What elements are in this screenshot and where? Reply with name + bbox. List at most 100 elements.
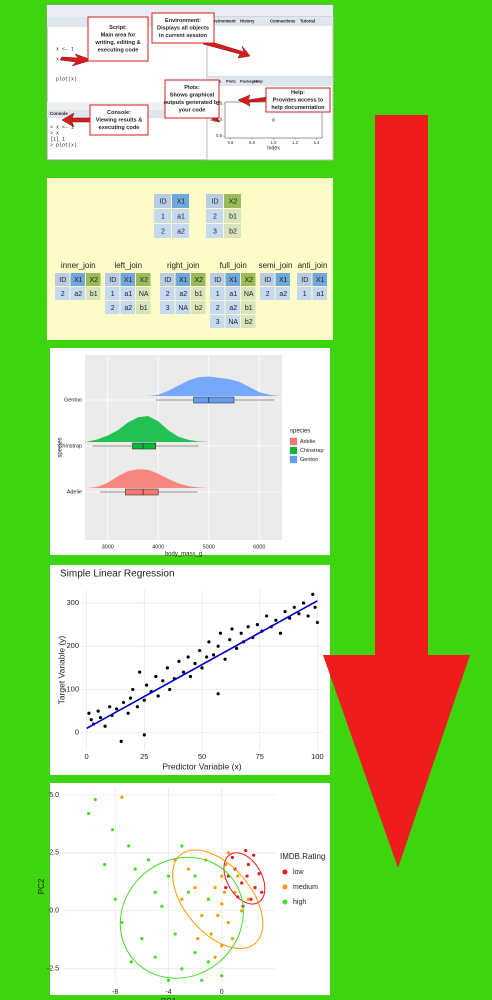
legend-key xyxy=(289,437,298,446)
cell-text: a2 xyxy=(279,291,287,298)
y-tick-label: 0.6 xyxy=(216,133,222,138)
callout-text: Console: xyxy=(107,110,131,116)
point xyxy=(193,886,197,890)
callout-box xyxy=(164,79,220,119)
x-tick-label: 50 xyxy=(198,752,206,761)
cell-text: 1 xyxy=(216,291,220,298)
point xyxy=(306,614,310,618)
cell-text: a1 xyxy=(316,291,324,298)
point xyxy=(166,978,171,982)
cell xyxy=(206,224,223,238)
point xyxy=(228,638,232,642)
cell xyxy=(160,301,175,314)
callout-arrow xyxy=(61,112,91,128)
point xyxy=(165,666,169,670)
header-cell xyxy=(191,273,206,286)
box xyxy=(193,396,235,404)
x-tick-label: 5000 xyxy=(203,544,215,550)
point xyxy=(126,711,130,715)
callout-text: executing code xyxy=(98,48,139,54)
header-text: X2 xyxy=(229,198,238,205)
cell-text: 2 xyxy=(61,291,65,298)
callout-text: Provides access to xyxy=(273,97,324,103)
point xyxy=(115,707,119,711)
plot-tab: Plots xyxy=(226,79,237,84)
cell-text: 1 xyxy=(161,213,165,220)
join-name: anti_join xyxy=(298,261,328,270)
cell xyxy=(105,287,120,300)
point xyxy=(173,932,177,936)
point xyxy=(230,937,234,941)
y-axis-title: x xyxy=(209,118,215,121)
point xyxy=(177,659,181,663)
point xyxy=(311,592,315,596)
point xyxy=(244,848,248,853)
density xyxy=(87,469,280,488)
point xyxy=(113,897,117,901)
cell xyxy=(241,287,256,300)
callout-text: your code xyxy=(179,108,206,114)
callout-text: Help: xyxy=(291,90,305,96)
point xyxy=(87,711,91,715)
point xyxy=(156,694,160,698)
cell-text: b2 xyxy=(245,319,253,326)
legend-label: low xyxy=(293,869,304,876)
header-cell xyxy=(210,273,225,286)
point xyxy=(96,709,100,713)
cell xyxy=(120,287,135,300)
y-axis-title: Target Variable (y) xyxy=(56,635,66,704)
point xyxy=(142,733,146,737)
cell xyxy=(312,287,327,300)
point xyxy=(180,967,184,971)
legend-title: species xyxy=(290,429,310,435)
point xyxy=(200,913,204,918)
point xyxy=(257,872,261,876)
point xyxy=(224,862,228,867)
point xyxy=(154,674,158,679)
box xyxy=(125,488,159,496)
cell-text: 3 xyxy=(213,228,217,235)
point xyxy=(103,862,107,867)
cell xyxy=(210,287,225,300)
x-tick-label: 6000 xyxy=(253,544,265,550)
point xyxy=(142,698,146,702)
cell-text: 1 xyxy=(111,291,115,298)
point xyxy=(138,670,142,674)
cell-text: b1 xyxy=(245,305,253,312)
point xyxy=(220,902,224,906)
point xyxy=(166,874,171,878)
cell-text: b1 xyxy=(90,291,98,298)
point xyxy=(135,705,139,709)
header-text: X2 xyxy=(139,277,148,284)
x-tick-label: 1.0 xyxy=(271,140,277,145)
x-tick-label: -8 xyxy=(112,989,118,996)
cell-text: NA xyxy=(139,291,149,298)
point xyxy=(274,618,278,622)
x-tick-label: 3000 xyxy=(102,544,114,550)
cell xyxy=(175,301,190,314)
point xyxy=(89,718,93,722)
joins-panel xyxy=(47,178,333,340)
point xyxy=(213,886,217,890)
header-text: X1 xyxy=(179,277,188,284)
cell xyxy=(275,287,290,300)
callout-box xyxy=(87,16,149,62)
callout-arrow xyxy=(59,53,93,67)
cell-text: b2 xyxy=(195,305,203,312)
point xyxy=(186,867,191,871)
header-text: ID xyxy=(214,277,221,284)
point xyxy=(222,890,227,894)
pca-panel xyxy=(50,783,330,995)
point xyxy=(168,687,172,692)
confidence-ellipse xyxy=(172,849,264,950)
point xyxy=(131,687,135,692)
cell xyxy=(241,301,256,314)
cell-text: b1 xyxy=(229,213,237,220)
point xyxy=(223,657,227,661)
x-tick-label: -4 xyxy=(165,989,171,996)
env-tab: Tutorial xyxy=(300,19,315,24)
point xyxy=(188,674,193,679)
cell xyxy=(224,224,241,238)
cell xyxy=(225,301,240,314)
